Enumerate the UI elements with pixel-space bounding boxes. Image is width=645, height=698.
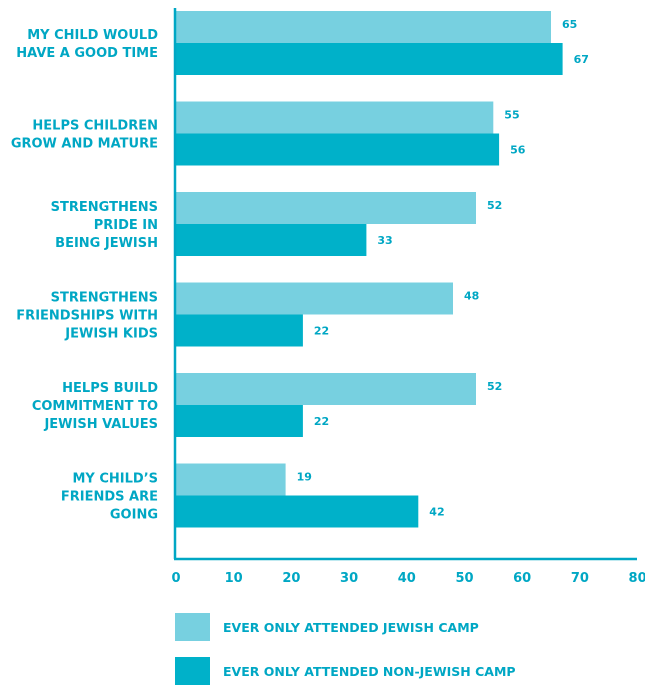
bars-group (176, 11, 563, 528)
value-label: 67 (574, 53, 589, 66)
category-labels-group: MY CHILD WOULD HAVE A GOOD TIME HELPS CHIL… (11, 28, 158, 523)
category-label: STRENGTHENS (51, 291, 158, 306)
category-label: JEWISH KIDS (64, 327, 158, 342)
category-label: PRIDE IN (94, 218, 158, 233)
x-tick-label: 50 (455, 571, 473, 586)
value-label: 22 (314, 415, 329, 428)
x-tick-label: 20 (282, 571, 300, 586)
category-label: COMMITMENT TO (32, 399, 158, 414)
value-label: 65 (562, 18, 577, 31)
category-label: JEWISH VALUES (43, 417, 158, 432)
bar-series2-cat3 (176, 224, 367, 256)
category-label: GROW AND MATURE (11, 137, 158, 152)
category-label: FRIENDSHIPS WITH (16, 309, 158, 324)
x-tick-label: 10 (225, 571, 243, 586)
category-label: MY CHILD WOULD (27, 28, 158, 43)
x-tick-label: 80 (629, 571, 645, 586)
x-tick-label: 60 (513, 571, 531, 586)
category-label: HELPS BUILD (62, 381, 158, 396)
x-axis-ticks-group: 0 10 20 30 40 50 60 70 80 (171, 571, 645, 586)
x-tick-label: 30 (340, 571, 358, 586)
value-label: 56 (510, 144, 526, 157)
value-labels-group: 65 67 55 56 52 33 48 22 52 22 19 42 (297, 18, 589, 519)
bar-series1-cat3 (176, 192, 476, 224)
x-tick-label: 0 (171, 571, 180, 586)
legend-label-series2: EVER ONLY ATTENDED NON-JEWISH CAMP (223, 664, 516, 679)
bar-series2-cat6 (176, 495, 419, 528)
bar-series2-cat4 (176, 314, 303, 347)
bar-series1-cat5 (176, 373, 476, 405)
bar-series2-cat5 (176, 405, 303, 437)
category-label: HELPS CHILDREN (32, 119, 158, 134)
value-label: 48 (464, 290, 479, 303)
category-label: MY CHILD’S (72, 472, 158, 487)
category-label: HAVE A GOOD TIME (16, 46, 158, 61)
bar-series1-cat2 (176, 101, 494, 134)
value-label: 55 (504, 109, 519, 122)
value-label: 19 (297, 471, 312, 484)
bar-series2-cat2 (176, 133, 500, 166)
category-label: BEING JEWISH (55, 236, 158, 251)
category-label: GOING (110, 508, 158, 523)
value-label: 33 (377, 234, 392, 247)
bar-series1-cat1 (176, 11, 551, 43)
value-label: 52 (487, 380, 502, 393)
bar-series1-cat6 (176, 463, 286, 496)
category-label: STRENGTHENS (51, 200, 158, 215)
bar-series2-cat1 (176, 43, 563, 75)
legend-swatch-series1 (175, 613, 210, 641)
legend-label-series1: EVER ONLY ATTENDED JEWISH CAMP (223, 620, 479, 635)
bar-series1-cat4 (176, 282, 453, 315)
value-label: 52 (487, 199, 502, 212)
category-label: FRIENDS ARE (61, 490, 158, 505)
x-tick-label: 70 (571, 571, 589, 586)
value-label: 42 (429, 506, 444, 519)
x-tick-label: 40 (398, 571, 416, 586)
value-label: 22 (314, 325, 329, 338)
legend: EVER ONLY ATTENDED JEWISH CAMP EVER ONLY … (175, 613, 516, 685)
legend-swatch-series2 (175, 657, 210, 685)
